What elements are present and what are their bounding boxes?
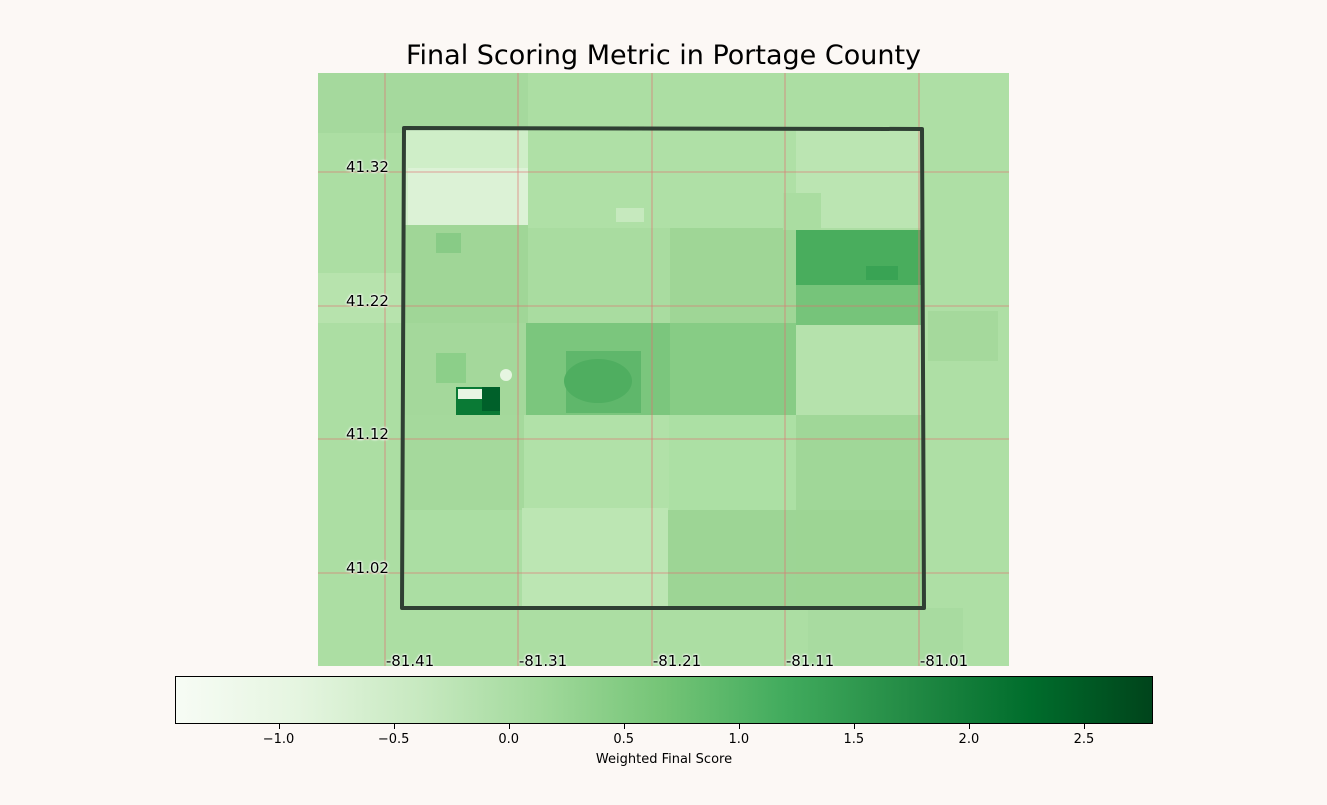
map-region	[796, 415, 922, 510]
map-region	[500, 369, 512, 381]
latitude-label: 41.32	[346, 158, 389, 176]
map-region	[669, 415, 796, 510]
colorbar-tick-label: 0.0	[498, 732, 519, 747]
map-region	[928, 311, 998, 361]
map-region	[528, 128, 796, 228]
map-region	[796, 510, 922, 610]
colorbar-tick	[969, 724, 970, 729]
map-region	[482, 387, 500, 411]
map-region	[564, 359, 632, 403]
map-region	[796, 230, 922, 293]
colorbar-tick	[1084, 724, 1085, 729]
colorbar-tick-label: 1.5	[844, 732, 865, 747]
map-region	[796, 285, 922, 325]
map-region	[318, 73, 528, 133]
colorbar-tick	[509, 724, 510, 729]
longitude-label: -81.21	[653, 652, 701, 670]
colorbar-tick-label: 2.0	[959, 732, 980, 747]
map-region	[528, 228, 670, 323]
colorbar-tick-label: −0.5	[378, 732, 410, 747]
choropleth-map	[318, 73, 1009, 666]
latitude-label: 41.12	[346, 425, 389, 443]
map-region	[783, 193, 821, 230]
colorbar-tick-label: 0.5	[613, 732, 634, 747]
map-region	[458, 389, 482, 399]
colorbar-tick-label: −1.0	[263, 732, 295, 747]
longitude-label: -81.11	[786, 652, 834, 670]
colorbar-tick	[394, 724, 395, 729]
map-region	[524, 415, 669, 510]
map-region	[436, 353, 466, 383]
colorbar-tick	[624, 724, 625, 729]
longitude-label: -81.31	[519, 652, 567, 670]
map-region	[404, 415, 524, 510]
map-region	[670, 323, 796, 415]
colorbar-tick	[279, 724, 280, 729]
map-region	[670, 228, 796, 323]
colorbar-tick	[739, 724, 740, 729]
map-region	[668, 510, 796, 610]
map-region	[408, 168, 528, 226]
longitude-label: -81.41	[386, 652, 434, 670]
map-region	[796, 325, 922, 415]
colorbar-tick	[854, 724, 855, 729]
map-region	[436, 233, 461, 253]
map-region	[866, 266, 898, 280]
colorbar-tick-label: 2.5	[1074, 732, 1095, 747]
colorbar-tick-label: 1.0	[728, 732, 749, 747]
map-region	[522, 508, 668, 610]
map-title: Final Scoring Metric in Portage County	[0, 36, 1327, 76]
latitude-label: 41.22	[346, 292, 389, 310]
colorbar	[175, 676, 1153, 724]
map-region	[404, 510, 522, 610]
map-region	[404, 225, 528, 323]
colorbar-label: Weighted Final Score	[175, 752, 1153, 767]
latitude-label: 41.02	[346, 559, 389, 577]
longitude-label: -81.01	[920, 652, 968, 670]
map-region	[918, 73, 1009, 666]
map-region	[616, 208, 644, 222]
